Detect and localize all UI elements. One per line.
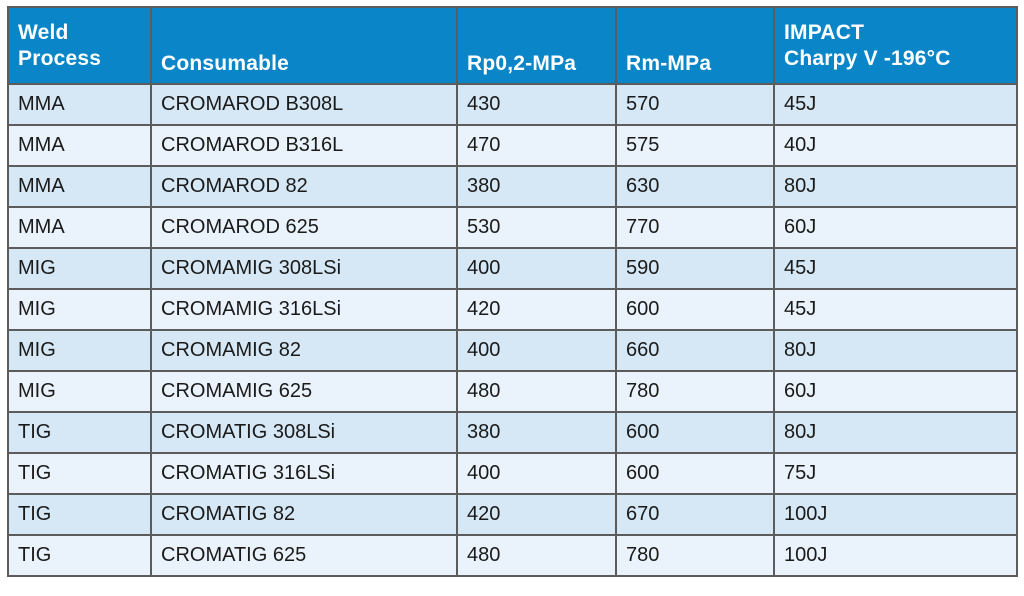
table-row: MIG CROMAMIG 82 400 660 80J [7, 329, 1018, 372]
table-row: TIG CROMATIG 308LSi 380 600 80J [7, 411, 1018, 454]
header-rm: Rm-MPa [615, 6, 775, 85]
rm-cell: 770 [615, 206, 775, 249]
consumable-cell: CROMAROD 82 [150, 165, 458, 208]
table-row: MIG CROMAMIG 625 480 780 60J [7, 370, 1018, 413]
consumable-cell: CROMAMIG 82 [150, 329, 458, 372]
consumable-cell: CROMATIG 308LSi [150, 411, 458, 454]
consumable-cell: CROMAROD 625 [150, 206, 458, 249]
weld-properties-table: Weld Process Consumable Rp0,2-MPa Rm-MPa… [7, 6, 1018, 577]
impact-cell: 60J [773, 206, 1018, 249]
consumable-cell: CROMATIG 316LSi [150, 452, 458, 495]
table-row: MIG CROMAMIG 308LSi 400 590 45J [7, 247, 1018, 290]
rm-cell: 780 [615, 534, 775, 577]
rm-cell: 590 [615, 247, 775, 290]
impact-cell: 60J [773, 370, 1018, 413]
rm-cell: 600 [615, 452, 775, 495]
rp02-cell: 430 [456, 83, 617, 126]
table-header-row: Weld Process Consumable Rp0,2-MPa Rm-MPa… [7, 6, 1018, 85]
impact-cell: 45J [773, 247, 1018, 290]
rm-cell: 600 [615, 411, 775, 454]
weld-process-cell: TIG [7, 493, 152, 536]
consumable-cell: CROMAMIG 308LSi [150, 247, 458, 290]
impact-cell: 45J [773, 288, 1018, 331]
impact-cell: 75J [773, 452, 1018, 495]
rm-cell: 570 [615, 83, 775, 126]
table-row: TIG CROMATIG 316LSi 400 600 75J [7, 452, 1018, 495]
rp02-cell: 480 [456, 370, 617, 413]
consumable-cell: CROMAMIG 316LSi [150, 288, 458, 331]
rp02-cell: 380 [456, 165, 617, 208]
rm-cell: 575 [615, 124, 775, 167]
impact-cell: 80J [773, 165, 1018, 208]
properties-table-container: Weld Process Consumable Rp0,2-MPa Rm-MPa… [7, 6, 1018, 577]
rp02-cell: 480 [456, 534, 617, 577]
consumable-cell: CROMAMIG 625 [150, 370, 458, 413]
rp02-cell: 380 [456, 411, 617, 454]
rp02-cell: 400 [456, 452, 617, 495]
impact-cell: 80J [773, 329, 1018, 372]
weld-process-cell: MIG [7, 329, 152, 372]
header-consumable: Consumable [150, 6, 458, 85]
consumable-cell: CROMATIG 82 [150, 493, 458, 536]
rp02-cell: 420 [456, 288, 617, 331]
consumable-cell: CROMAROD B308L [150, 83, 458, 126]
header-rp02: Rp0,2-MPa [456, 6, 617, 85]
rm-cell: 600 [615, 288, 775, 331]
table-row: TIG CROMATIG 625 480 780 100J [7, 534, 1018, 577]
weld-process-cell: MIG [7, 370, 152, 413]
impact-cell: 80J [773, 411, 1018, 454]
table-row: MMA CROMAROD B308L 430 570 45J [7, 83, 1018, 126]
table-body: MMA CROMAROD B308L 430 570 45J MMA CROMAROD B3… [7, 83, 1018, 577]
weld-process-cell: TIG [7, 452, 152, 495]
rm-cell: 780 [615, 370, 775, 413]
rp02-cell: 530 [456, 206, 617, 249]
rp02-cell: 400 [456, 247, 617, 290]
weld-process-cell: MMA [7, 83, 152, 126]
weld-process-cell: MMA [7, 206, 152, 249]
consumable-cell: CROMATIG 625 [150, 534, 458, 577]
impact-cell: 45J [773, 83, 1018, 126]
table-row: MMA CROMAROD B316L 470 575 40J [7, 124, 1018, 167]
weld-process-cell: MMA [7, 165, 152, 208]
weld-process-cell: TIG [7, 534, 152, 577]
header-impact: IMPACT Charpy V -196°C [773, 6, 1018, 85]
header-weld-process: Weld Process [7, 6, 152, 85]
weld-process-cell: MIG [7, 288, 152, 331]
rm-cell: 660 [615, 329, 775, 372]
table-row: MMA CROMAROD 82 380 630 80J [7, 165, 1018, 208]
table-row: MIG CROMAMIG 316LSi 420 600 45J [7, 288, 1018, 331]
table-row: TIG CROMATIG 82 420 670 100J [7, 493, 1018, 536]
weld-process-cell: MIG [7, 247, 152, 290]
rp02-cell: 420 [456, 493, 617, 536]
rp02-cell: 470 [456, 124, 617, 167]
impact-cell: 100J [773, 493, 1018, 536]
weld-process-cell: MMA [7, 124, 152, 167]
rm-cell: 630 [615, 165, 775, 208]
weld-process-cell: TIG [7, 411, 152, 454]
table-row: MMA CROMAROD 625 530 770 60J [7, 206, 1018, 249]
consumable-cell: CROMAROD B316L [150, 124, 458, 167]
impact-cell: 100J [773, 534, 1018, 577]
rp02-cell: 400 [456, 329, 617, 372]
rm-cell: 670 [615, 493, 775, 536]
impact-cell: 40J [773, 124, 1018, 167]
